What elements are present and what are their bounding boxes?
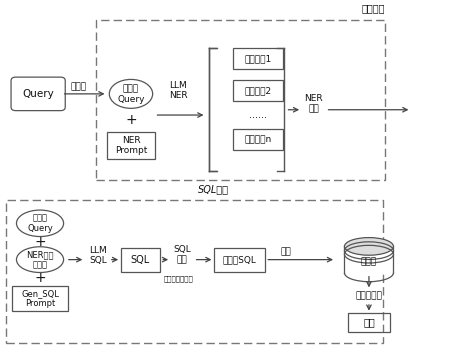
Text: SQL
校验: SQL 校验: [173, 245, 191, 265]
Text: 关键词、关键列: 关键词、关键列: [163, 276, 193, 282]
Text: 实体识别: 实体识别: [362, 4, 385, 14]
Text: 数据库: 数据库: [361, 257, 377, 266]
Text: +: +: [125, 113, 137, 127]
Bar: [96, 20, 385, 180]
Text: NER校验
后结果: NER校验 后结果: [26, 250, 54, 269]
Text: 查询: 查询: [280, 247, 291, 256]
Text: 关键实体1: 关键实体1: [245, 54, 272, 63]
Text: LLM
NER: LLM NER: [169, 81, 187, 100]
Text: NER
校验: NER 校验: [304, 94, 323, 113]
Text: ......: ......: [249, 110, 267, 120]
Text: +: +: [34, 271, 46, 285]
Text: 格式化展示: 格式化展示: [356, 291, 383, 300]
Text: 关键实体2: 关键实体2: [245, 86, 272, 95]
Text: SQL生成: SQL生成: [198, 184, 229, 194]
Bar: [345, 246, 393, 273]
Text: Query: Query: [22, 89, 54, 99]
Text: NER
Prompt: NER Prompt: [115, 136, 147, 155]
Text: 报表: 报表: [363, 318, 375, 328]
Text: SQL: SQL: [131, 255, 150, 265]
Text: +: +: [34, 235, 46, 249]
Text: 关键实体n: 关键实体n: [245, 135, 272, 144]
Text: 标准化
Query: 标准化 Query: [117, 84, 145, 103]
Text: 标准化SQL: 标准化SQL: [222, 255, 256, 264]
Bar: [6, 200, 383, 343]
Text: 预处理: 预处理: [70, 82, 86, 91]
Text: Gen_SQL
Prompt: Gen_SQL Prompt: [21, 289, 59, 308]
Ellipse shape: [345, 238, 393, 255]
Text: LLM
SQL: LLM SQL: [89, 246, 107, 265]
Text: 标准化
Query: 标准化 Query: [27, 214, 53, 233]
